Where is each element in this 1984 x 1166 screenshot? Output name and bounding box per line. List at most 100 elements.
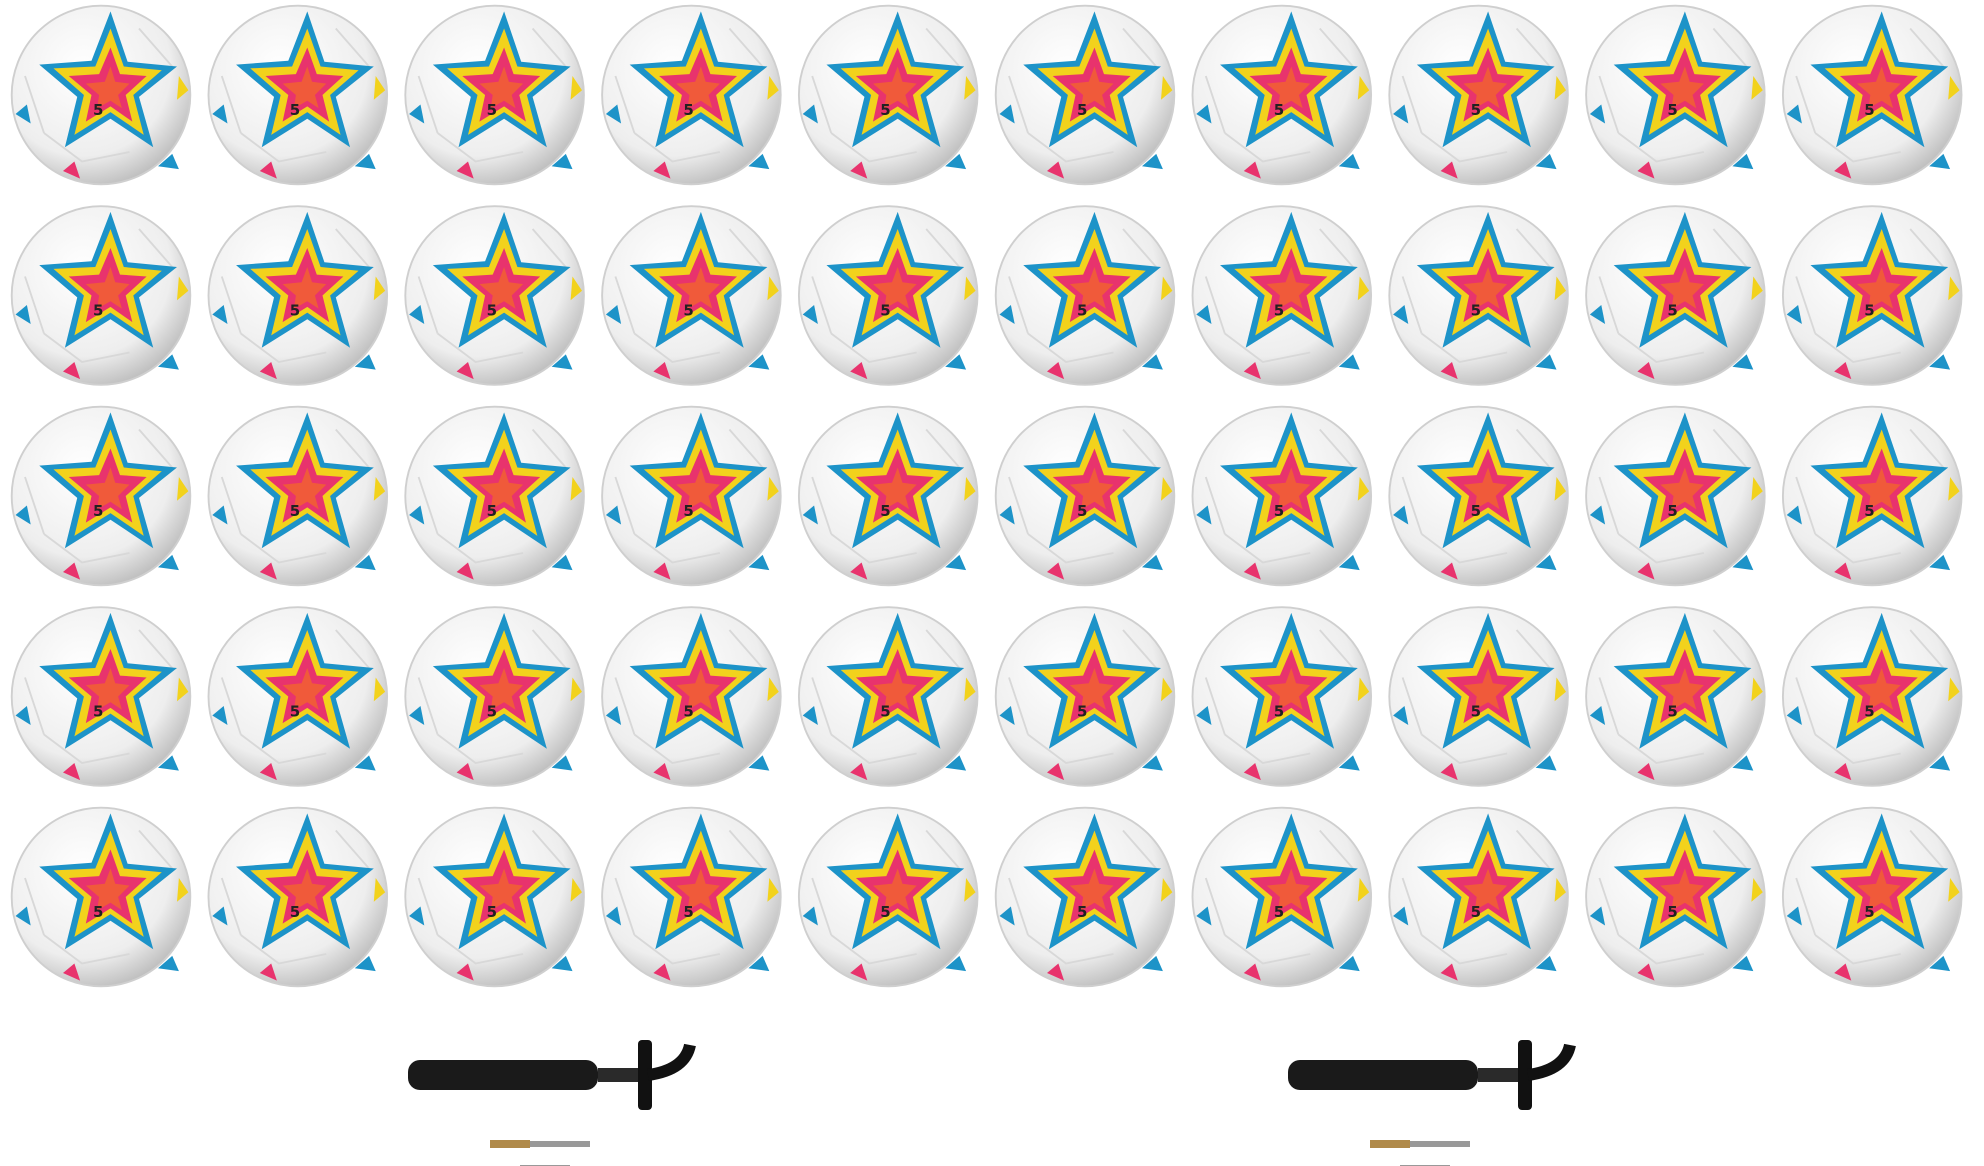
ball-marking: 5 bbox=[1667, 703, 1677, 721]
ball-marking: 5 bbox=[487, 502, 497, 520]
ball-graphic bbox=[1388, 806, 1569, 988]
ball: 5 bbox=[1781, 4, 1963, 186]
ball-graphic bbox=[10, 606, 192, 787]
ball-marking: 5 bbox=[1471, 101, 1481, 119]
ball-graphic bbox=[1781, 806, 1963, 988]
ball-marking: 5 bbox=[290, 101, 300, 119]
ball: 5 bbox=[994, 405, 1176, 587]
ball-marking: 5 bbox=[683, 101, 693, 119]
ball: 5 bbox=[1585, 606, 1766, 787]
ball-graphic bbox=[1781, 606, 1963, 787]
ball-graphic bbox=[404, 405, 585, 587]
ball-graphic bbox=[1585, 806, 1766, 988]
ball-marking: 5 bbox=[290, 502, 300, 520]
ball-graphic bbox=[207, 4, 389, 186]
ball-graphic bbox=[1585, 606, 1766, 787]
ball: 5 bbox=[404, 205, 585, 386]
ball-marking: 5 bbox=[1471, 302, 1481, 320]
ball-marking: 5 bbox=[1077, 101, 1087, 119]
ball-marking: 5 bbox=[290, 302, 300, 320]
ball-graphic bbox=[1388, 405, 1569, 587]
ball: 5 bbox=[797, 205, 979, 386]
ball: 5 bbox=[1781, 606, 1963, 787]
ball-graphic bbox=[404, 606, 585, 787]
ball-graphic bbox=[1191, 405, 1373, 587]
ball-graphic bbox=[994, 205, 1176, 386]
ball-graphic bbox=[10, 4, 192, 186]
ball-marking: 5 bbox=[1077, 903, 1087, 921]
ball-marking: 5 bbox=[93, 302, 103, 320]
ball: 5 bbox=[1585, 205, 1766, 386]
ball-graphic bbox=[1585, 405, 1766, 587]
ball-graphic bbox=[1585, 4, 1766, 186]
ball-graphic bbox=[1781, 205, 1963, 386]
ball: 5 bbox=[10, 405, 192, 587]
ball-marking: 5 bbox=[683, 502, 693, 520]
ball: 5 bbox=[1191, 806, 1373, 988]
ball-marking: 5 bbox=[290, 903, 300, 921]
ball: 5 bbox=[1388, 405, 1569, 587]
ball-marking: 5 bbox=[683, 903, 693, 921]
pump bbox=[1288, 1040, 1570, 1166]
ball: 5 bbox=[404, 4, 585, 186]
ball: 5 bbox=[1388, 205, 1569, 386]
ball-marking: 5 bbox=[1667, 903, 1677, 921]
ball-graphic bbox=[10, 806, 192, 988]
ball-graphic bbox=[797, 205, 979, 386]
ball: 5 bbox=[207, 405, 389, 587]
ball: 5 bbox=[797, 606, 979, 787]
ball: 5 bbox=[601, 806, 782, 988]
ball-marking: 5 bbox=[93, 101, 103, 119]
ball-graphic bbox=[207, 405, 389, 587]
ball-graphic bbox=[601, 205, 782, 386]
ball-marking: 5 bbox=[93, 703, 103, 721]
ball-marking: 5 bbox=[1077, 502, 1087, 520]
ball-marking: 5 bbox=[487, 101, 497, 119]
ball-marking: 5 bbox=[487, 703, 497, 721]
ball: 5 bbox=[601, 4, 782, 186]
ball-graphic bbox=[207, 606, 389, 787]
ball-marking: 5 bbox=[880, 101, 890, 119]
ball: 5 bbox=[10, 205, 192, 386]
ball-marking: 5 bbox=[487, 302, 497, 320]
ball: 5 bbox=[404, 405, 585, 587]
ball-graphic bbox=[1388, 606, 1569, 787]
ball: 5 bbox=[404, 806, 585, 988]
ball: 5 bbox=[797, 405, 979, 587]
ball: 5 bbox=[1781, 205, 1963, 386]
ball-marking: 5 bbox=[1077, 703, 1087, 721]
ball-graphic bbox=[1585, 205, 1766, 386]
ball-graphic bbox=[1191, 606, 1373, 787]
ball-graphic bbox=[1388, 4, 1569, 186]
ball-graphic bbox=[10, 405, 192, 587]
ball-graphic bbox=[404, 205, 585, 386]
ball-marking: 5 bbox=[93, 903, 103, 921]
ball-graphic bbox=[1781, 405, 1963, 587]
ball: 5 bbox=[1585, 806, 1766, 988]
ball-marking: 5 bbox=[1077, 302, 1087, 320]
ball: 5 bbox=[207, 606, 389, 787]
ball-marking: 5 bbox=[1274, 101, 1284, 119]
ball-graphic bbox=[404, 4, 585, 186]
ball-marking: 5 bbox=[1667, 101, 1677, 119]
ball: 5 bbox=[1388, 606, 1569, 787]
ball: 5 bbox=[207, 205, 389, 386]
ball-graphic bbox=[797, 405, 979, 587]
ball-marking: 5 bbox=[1864, 502, 1874, 520]
ball-marking: 5 bbox=[93, 502, 103, 520]
pump bbox=[408, 1040, 690, 1166]
ball-marking: 5 bbox=[1864, 101, 1874, 119]
ball: 5 bbox=[994, 606, 1176, 787]
ball-graphic bbox=[994, 4, 1176, 186]
ball-graphic bbox=[207, 806, 389, 988]
ball: 5 bbox=[207, 4, 389, 186]
ball: 5 bbox=[10, 806, 192, 988]
ball-graphic bbox=[994, 405, 1176, 587]
ball: 5 bbox=[1191, 4, 1373, 186]
ball: 5 bbox=[601, 405, 782, 587]
ball-marking: 5 bbox=[487, 903, 497, 921]
ball: 5 bbox=[601, 205, 782, 386]
ball-graphic bbox=[404, 806, 585, 988]
ball: 5 bbox=[207, 806, 389, 988]
